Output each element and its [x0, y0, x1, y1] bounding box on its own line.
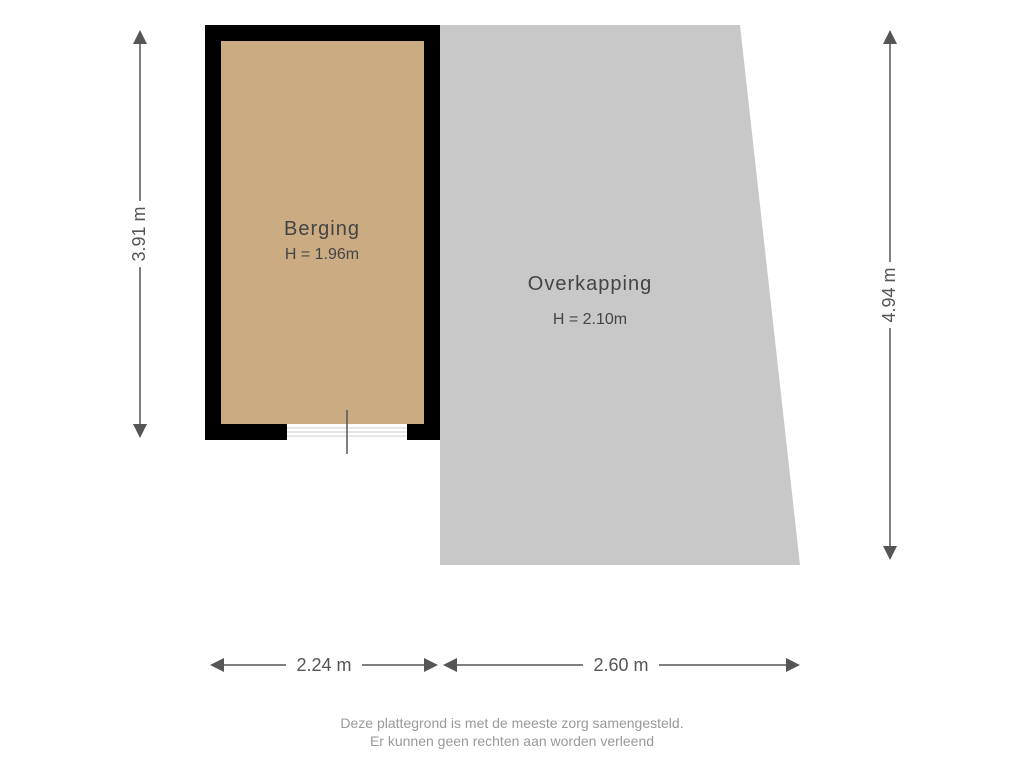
footer-line-2: Er kunnen geen rechten aan worden verlee… — [370, 733, 654, 749]
dimension-bottom-right-value: 2.60 m — [593, 655, 648, 675]
dimension-bottom-left-value: 2.24 m — [296, 655, 351, 675]
berging-height-label: H = 1.96m — [285, 246, 359, 263]
footer-line-1: Deze plattegrond is met de meeste zorg s… — [340, 715, 683, 731]
overkapping-label: Overkapping — [528, 273, 652, 295]
dimension-right-value: 4.94 m — [879, 267, 899, 322]
floor-plan: Berging H = 1.96m Overkapping H = 2.10m … — [0, 0, 1024, 768]
berging-label: Berging — [284, 218, 360, 240]
overkapping-height-label: H = 2.10m — [553, 311, 627, 328]
room-overkapping — [440, 25, 800, 565]
dimension-left-value: 3.91 m — [129, 206, 149, 261]
